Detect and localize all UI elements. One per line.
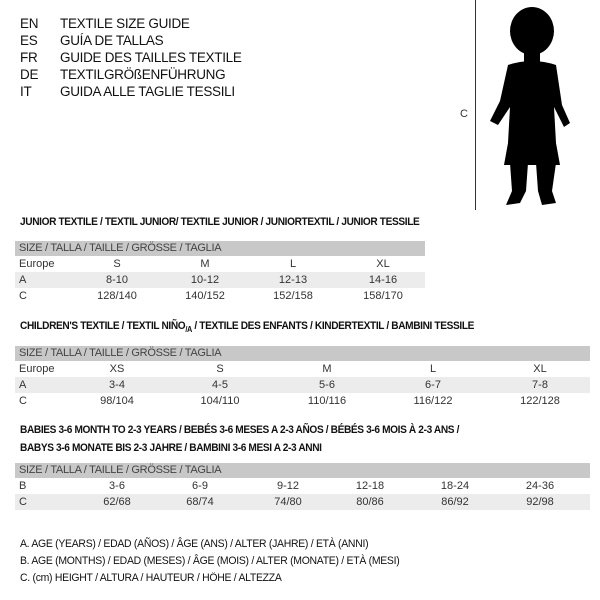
- lang-code: IT: [20, 84, 32, 99]
- cell: 10-12: [190, 274, 220, 286]
- cell: 12-18: [355, 480, 385, 492]
- lang-code: DE: [20, 67, 39, 82]
- cell: 4-5: [212, 379, 228, 391]
- cell: 122/128: [520, 395, 560, 407]
- legend-c: C. (cm) HEIGHT / ALTURA / HAUTEUR / HÖHE…: [20, 572, 282, 584]
- cell: XL: [533, 363, 547, 375]
- table-header: SIZE / TALLA / TAILLE / GRÖSSE / TAGLIA: [15, 463, 590, 478]
- cell: 140/152: [185, 290, 225, 302]
- title-sub: /A: [185, 325, 192, 335]
- lang-code: EN: [20, 16, 39, 31]
- lang-title: GUÍA DE TALLAS: [60, 33, 164, 48]
- lang-code: FR: [20, 50, 38, 65]
- table-header: SIZE / TALLA / TAILLE / GRÖSSE / TAGLIA: [15, 241, 425, 256]
- table-row: A 3-4 4-5 5-6 6-7 7-8: [15, 377, 590, 393]
- legend-a: A. AGE (YEARS) / EDAD (AÑOS) / ÂGE (ANS)…: [20, 538, 369, 550]
- cell: S: [216, 363, 224, 375]
- row-label: C: [19, 395, 27, 407]
- title-text: / TEXTILE DES ENFANTS / KINDERTEXTIL / B…: [191, 320, 475, 332]
- babies-title-line1: BABIES 3-6 MONTH TO 2-3 YEARS / BEBÉS 3-…: [20, 424, 460, 436]
- cell: M: [322, 363, 332, 375]
- row-label: C: [19, 290, 27, 302]
- lang-code: ES: [20, 33, 38, 48]
- children-title: CHILDREN'S TEXTILE / TEXTIL NIÑO/A / TEX…: [20, 320, 474, 334]
- cell: 110/116: [307, 395, 347, 407]
- cell: 152/158: [273, 290, 313, 302]
- cell: M: [200, 258, 210, 270]
- lang-title: GUIDA ALLE TAGLIE TESSILI: [60, 84, 235, 99]
- table-row: Europe S M L XL: [15, 256, 425, 272]
- table-row: Europe XS S M L XL: [15, 361, 590, 377]
- cell: 86/92: [441, 496, 469, 508]
- measure-line: [475, 0, 476, 210]
- measure-label: C: [460, 108, 468, 120]
- cell: 158/170: [363, 290, 403, 302]
- table-row: A 8-10 10-12 12-13 14-16: [15, 272, 425, 288]
- cell: 6-9: [192, 480, 208, 492]
- row-label: A: [19, 379, 27, 391]
- cell: 62/68: [103, 496, 131, 508]
- row-label: B: [19, 480, 27, 492]
- table-row: B 3-6 6-9 9-12 12-18 18-24 24-36: [15, 478, 590, 494]
- cell: 80/86: [356, 496, 384, 508]
- table-row: C 98/104 104/110 110/116 116/122 122/128: [15, 393, 590, 409]
- row-label: Europe: [19, 363, 55, 375]
- title-text: CHILDREN'S TEXTILE / TEXTIL NIÑO: [20, 320, 186, 332]
- table-row: C 128/140 140/152 152/158 158/170: [15, 288, 425, 304]
- babies-table: SIZE / TALLA / TAILLE / GRÖSSE / TAGLIA …: [15, 463, 590, 510]
- cell: S: [113, 258, 121, 270]
- children-table: SIZE / TALLA / TAILLE / GRÖSSE / TAGLIA …: [15, 346, 590, 409]
- table-header: SIZE / TALLA / TAILLE / GRÖSSE / TAGLIA: [15, 346, 590, 361]
- junior-table: SIZE / TALLA / TAILLE / GRÖSSE / TAGLIA …: [15, 241, 425, 304]
- cell: 24-36: [525, 480, 555, 492]
- row-label: Europe: [19, 258, 55, 270]
- cell: 18-24: [440, 480, 470, 492]
- cell: 7-8: [532, 379, 548, 391]
- cell: 9-12: [276, 480, 300, 492]
- junior-title: JUNIOR TEXTILE / TEXTIL JUNIOR/ TEXTILE …: [20, 216, 420, 228]
- lang-title: TEXTILE SIZE GUIDE: [60, 16, 190, 31]
- cell: 92/98: [526, 496, 554, 508]
- babies-title-line2: BABYS 3-6 MONATE BIS 2-3 JAHRE / BAMBINI…: [20, 442, 322, 454]
- row-label: A: [19, 274, 27, 286]
- cell: 128/140: [97, 290, 137, 302]
- row-label: C: [19, 496, 27, 508]
- cell: XS: [109, 363, 125, 375]
- cell: 98/104: [100, 395, 134, 407]
- cell: 12-13: [278, 274, 308, 286]
- cell: XL: [376, 258, 390, 270]
- cell: 3-4: [109, 379, 125, 391]
- cell: 116/122: [413, 395, 453, 407]
- cell: 6-7: [425, 379, 441, 391]
- cell: 104/110: [200, 395, 240, 407]
- cell: L: [289, 258, 297, 270]
- legend-b: B. AGE (MONTHS) / EDAD (MESES) / ÂGE (MO…: [20, 555, 400, 567]
- lang-title: TEXTILGRÖßENFÜHRUNG: [60, 67, 226, 82]
- table-row: C 62/68 68/74 74/80 80/86 86/92 92/98: [15, 494, 590, 510]
- cell: 74/80: [274, 496, 302, 508]
- cell: 14-16: [368, 274, 398, 286]
- cell: 68/74: [186, 496, 214, 508]
- cell: L: [429, 363, 437, 375]
- cell: 8-10: [105, 274, 129, 286]
- child-silhouette-icon: [490, 7, 570, 205]
- cell: 5-6: [319, 379, 335, 391]
- lang-title: GUIDE DES TAILLES TEXTILE: [60, 50, 242, 65]
- cell: 3-6: [109, 480, 125, 492]
